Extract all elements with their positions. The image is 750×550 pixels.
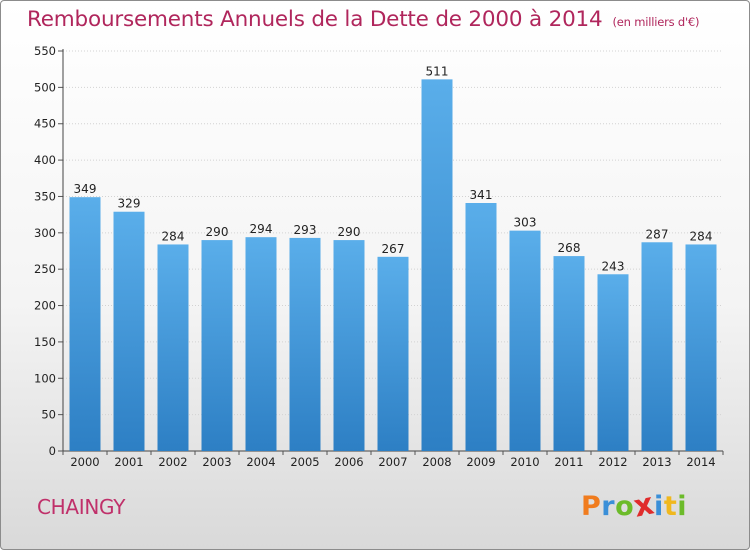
value-label-2001: 329 — [118, 197, 141, 211]
y-tick-label: 400 — [34, 153, 56, 167]
logo-letter: i — [654, 491, 664, 522]
bar-2001 — [113, 211, 145, 451]
x-tick-label-2005: 2005 — [290, 455, 319, 469]
bar-2007 — [377, 256, 409, 451]
bar-2008 — [421, 79, 453, 451]
bar-2012 — [597, 274, 629, 451]
logo-letter: r — [601, 491, 616, 522]
value-label-2002: 284 — [162, 229, 185, 243]
x-tick-labels: 2000 2001 2002 2003 2004 2005 2006 2007 2008 2009… — [62, 451, 724, 469]
value-label-2008: 511 — [426, 64, 449, 78]
y-tick-label: 0 — [49, 444, 56, 458]
logo-letter: i — [677, 491, 687, 522]
y-tick-label: 50 — [41, 408, 56, 422]
y-tick-label: 550 — [34, 44, 56, 58]
value-label-2003: 290 — [206, 225, 229, 239]
value-label-2004: 294 — [250, 222, 273, 236]
bar-2013 — [641, 242, 673, 451]
x-tick-label-2004: 2004 — [246, 455, 275, 469]
x-tick-label-2001: 2001 — [114, 455, 143, 469]
y-tick-label: 450 — [34, 117, 56, 131]
bar-2014 — [685, 244, 717, 451]
value-label-2014: 284 — [690, 229, 713, 243]
bar-2004 — [245, 237, 277, 451]
bar-2011 — [553, 256, 585, 451]
value-label-2013: 287 — [646, 227, 669, 241]
x-tick-label-2013: 2013 — [642, 455, 671, 469]
y-tick-label: 350 — [34, 189, 56, 203]
bar-2010 — [509, 230, 541, 451]
bars — [69, 79, 717, 451]
y-tick-label: 250 — [34, 262, 56, 276]
chart-subtitle: (en milliers d'€) — [612, 15, 700, 29]
bar-2009 — [465, 203, 497, 451]
y-tick-label: 500 — [34, 80, 56, 94]
value-label-2012: 243 — [602, 259, 625, 273]
y-tick-label: 100 — [34, 371, 56, 385]
value-labels: 349 329 284 290 294 293 290 267 511 341 303 268 243 2… — [74, 64, 713, 273]
x-tick-label-2014: 2014 — [686, 455, 715, 469]
commune-name: CHAINGY — [37, 495, 126, 519]
bar-2000 — [69, 197, 101, 451]
chart-title: Remboursements Annuels de la Dette de 20… — [27, 7, 700, 32]
logo-letter: o — [615, 491, 635, 522]
bar-2006 — [333, 240, 365, 451]
y-tick-label: 300 — [34, 226, 56, 240]
x-tick-label-2010: 2010 — [510, 455, 539, 469]
proxiti-logo: Proxiti — [581, 486, 687, 524]
y-tick-labels: 0 50 100 150 200 250 300 350 400 450 500 550 — [34, 44, 56, 458]
value-label-2006: 290 — [338, 225, 361, 239]
bar-2005 — [289, 237, 321, 451]
value-label-2009: 341 — [470, 188, 493, 202]
bar-2003 — [201, 240, 233, 451]
value-label-2000: 349 — [74, 182, 97, 196]
y-tick-label: 200 — [34, 299, 56, 313]
x-tick-label-2000: 2000 — [70, 455, 99, 469]
x-tick-label-2007: 2007 — [378, 455, 407, 469]
x-tick-label-2012: 2012 — [598, 455, 627, 469]
chart-title-text: Remboursements Annuels de la Dette de 20… — [27, 7, 603, 32]
x-tick-label-2008: 2008 — [422, 455, 451, 469]
bar-2002 — [157, 244, 189, 451]
x-tick-label-2006: 2006 — [334, 455, 363, 469]
y-tick-label: 150 — [34, 335, 56, 349]
logo-letter: t — [663, 491, 678, 522]
value-label-2010: 303 — [514, 216, 537, 230]
logo-letter: P — [581, 491, 602, 522]
x-tick-label-2002: 2002 — [158, 455, 187, 469]
value-label-2011: 268 — [558, 241, 581, 255]
x-tick-label-2003: 2003 — [202, 455, 231, 469]
x-tick-label-2009: 2009 — [466, 455, 495, 469]
value-label-2007: 267 — [382, 242, 405, 256]
x-tick-label-2011: 2011 — [554, 455, 583, 469]
value-label-2005: 293 — [294, 223, 317, 237]
